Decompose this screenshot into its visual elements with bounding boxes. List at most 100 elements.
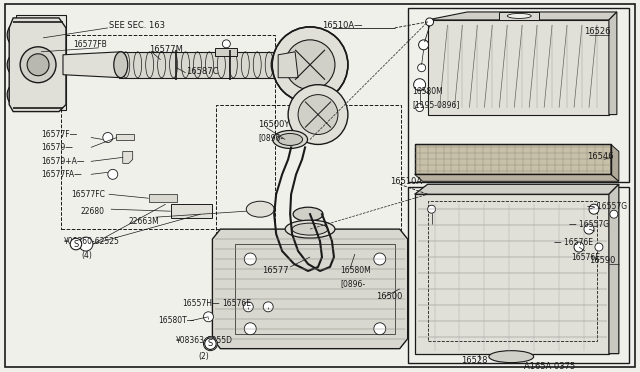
Text: 16579+A—: 16579+A—: [41, 157, 84, 166]
Text: [0896-: [0896-: [258, 133, 284, 142]
Circle shape: [595, 243, 603, 251]
Ellipse shape: [508, 13, 531, 19]
Text: (4): (4): [81, 250, 92, 260]
Text: S: S: [208, 339, 213, 348]
Circle shape: [79, 237, 93, 251]
Polygon shape: [16, 15, 66, 110]
Circle shape: [20, 47, 56, 83]
Circle shape: [7, 21, 35, 49]
Circle shape: [374, 253, 386, 265]
Bar: [408, 8, 629, 182]
Bar: [216, 48, 237, 56]
Circle shape: [415, 104, 424, 112]
Text: 22680: 22680: [81, 207, 105, 216]
Text: ¥08363-6255D: ¥08363-6255D: [175, 336, 232, 345]
Ellipse shape: [293, 207, 323, 221]
Circle shape: [574, 242, 584, 252]
Text: [1195-0896]: [1195-0896]: [413, 100, 460, 109]
Ellipse shape: [273, 131, 308, 148]
Text: 16576E: 16576E: [571, 253, 600, 262]
Text: — 16557G: — 16557G: [587, 202, 627, 211]
Bar: [216, 105, 401, 304]
Polygon shape: [415, 184, 619, 194]
Text: 16580T—: 16580T—: [159, 316, 195, 325]
Text: 16590: 16590: [589, 257, 615, 266]
Circle shape: [418, 64, 426, 72]
Ellipse shape: [278, 134, 303, 145]
Text: A165A 0375: A165A 0375: [524, 362, 575, 371]
Circle shape: [27, 54, 49, 76]
Circle shape: [13, 57, 29, 73]
Circle shape: [7, 51, 35, 79]
Circle shape: [285, 40, 335, 90]
Circle shape: [263, 302, 273, 312]
Circle shape: [298, 94, 338, 135]
Circle shape: [7, 81, 35, 109]
Polygon shape: [609, 184, 619, 354]
Text: — 16576E: — 16576E: [554, 238, 593, 247]
Bar: [428, 201, 597, 341]
Ellipse shape: [489, 351, 534, 363]
Text: 16557H—: 16557H—: [182, 299, 220, 308]
Text: 16510A: 16510A: [390, 177, 422, 186]
Circle shape: [584, 224, 594, 234]
Polygon shape: [415, 144, 611, 174]
Text: 16577: 16577: [262, 266, 289, 275]
Text: 16546: 16546: [587, 152, 614, 161]
Text: 16580M: 16580M: [340, 266, 371, 275]
Circle shape: [222, 40, 230, 48]
Text: S: S: [74, 240, 79, 248]
Polygon shape: [212, 229, 408, 349]
Circle shape: [428, 205, 436, 213]
Polygon shape: [611, 144, 619, 181]
Text: 22663M: 22663M: [129, 217, 159, 226]
Polygon shape: [415, 174, 619, 181]
Bar: [171, 204, 212, 218]
Text: 16528: 16528: [461, 356, 488, 365]
Text: 16500Y: 16500Y: [258, 120, 290, 129]
Bar: [116, 135, 134, 141]
Bar: [148, 194, 177, 202]
Text: (2): (2): [198, 352, 209, 361]
Ellipse shape: [292, 223, 328, 235]
Polygon shape: [119, 52, 280, 78]
Bar: [415, 144, 611, 174]
Circle shape: [13, 27, 29, 43]
Text: 16587C: 16587C: [186, 67, 219, 76]
Text: 16577M: 16577M: [148, 45, 182, 54]
Circle shape: [419, 40, 429, 50]
Text: 16579—: 16579—: [41, 143, 73, 152]
Polygon shape: [609, 12, 617, 115]
Polygon shape: [415, 194, 609, 354]
Bar: [61, 35, 275, 229]
Circle shape: [204, 312, 213, 322]
Text: 16526: 16526: [584, 28, 611, 36]
Text: 16576E: 16576E: [222, 299, 252, 308]
Circle shape: [589, 204, 599, 214]
Circle shape: [413, 79, 426, 91]
Circle shape: [108, 169, 118, 179]
Text: ¥08360-62525: ¥08360-62525: [64, 237, 120, 246]
Polygon shape: [9, 18, 66, 112]
Polygon shape: [278, 52, 298, 78]
Text: 16510A—: 16510A—: [322, 22, 362, 31]
Text: 16577FC: 16577FC: [71, 190, 105, 199]
Polygon shape: [123, 151, 132, 163]
Polygon shape: [428, 20, 609, 115]
Ellipse shape: [285, 220, 335, 238]
Text: — 16557G: — 16557G: [569, 219, 609, 229]
Circle shape: [244, 253, 256, 265]
Circle shape: [426, 18, 433, 26]
Circle shape: [374, 323, 386, 335]
Circle shape: [272, 27, 348, 103]
Text: 16580M: 16580M: [413, 87, 444, 96]
Circle shape: [103, 132, 113, 142]
Bar: [236, 244, 395, 334]
Text: 16500: 16500: [376, 292, 402, 301]
Ellipse shape: [271, 52, 285, 78]
Ellipse shape: [246, 201, 274, 217]
Bar: [408, 187, 629, 363]
Polygon shape: [499, 12, 539, 20]
Text: 16577F—: 16577F—: [41, 130, 77, 139]
Polygon shape: [428, 12, 617, 20]
